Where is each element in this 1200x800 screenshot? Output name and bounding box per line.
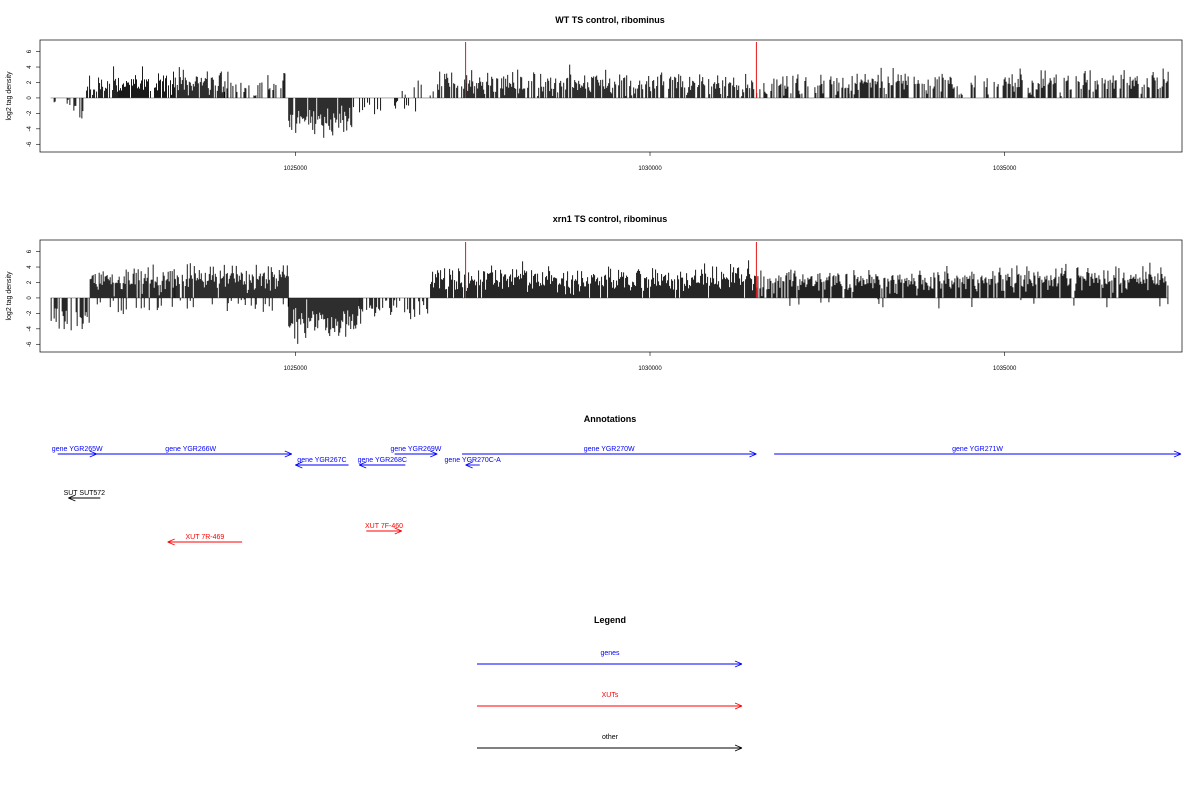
xrn1-track-frame: [39, 239, 1183, 353]
y-tick-label: 4: [27, 265, 33, 269]
y-tick-label: -2: [27, 310, 33, 316]
wt-y-axis: 6 4 2 0 -2 -4 -6: [27, 49, 40, 147]
x-tick-label: 1030000: [638, 366, 662, 372]
annotation-label: gene YGR269W: [391, 446, 442, 453]
xut-arrow: [167, 538, 243, 546]
x-tick-label: 1035000: [993, 166, 1017, 172]
y-tick-label: 4: [27, 65, 33, 69]
y-tick-label: 0: [27, 296, 33, 300]
wt-track-title: WT TS control, ribominus: [555, 15, 665, 25]
legend-panel: Legend genes XUTs other: [477, 615, 743, 752]
gene-arrow: [359, 461, 406, 469]
y-tick-label: 2: [27, 280, 33, 284]
y-tick-label: 0: [27, 96, 33, 100]
y-tick-label: 6: [27, 49, 33, 53]
y-tick-label: -4: [27, 126, 33, 132]
annotation-label: gene YGR271W: [952, 446, 1003, 453]
annotations-panel: Annotations gene YGR265W gene YGR266Wgene…: [52, 414, 1182, 546]
xrn1-y-axis: 6 4 2 0 -2 -4 -6: [27, 249, 40, 347]
annotation-label: gene YGR268C: [358, 457, 407, 464]
gene-arrow: [462, 450, 757, 458]
gene-arrow: [774, 450, 1182, 458]
y-tick-label: 2: [27, 80, 33, 84]
y-tick-label: -2: [27, 110, 33, 116]
other-arrow: [68, 494, 101, 502]
x-tick-label: 1025000: [284, 366, 308, 372]
y-tick-label: 6: [27, 249, 33, 253]
xrn1-bars: [50, 242, 1169, 344]
legend-label: XUTs: [602, 692, 619, 699]
wt-track-frame: [39, 39, 1183, 153]
annotations-title: Annotations: [584, 414, 637, 424]
wt-y-axis-label: log2 tag density: [6, 71, 13, 121]
xrn1-y-axis-label: log2 tag density: [6, 271, 13, 321]
gene-arrow: [89, 450, 292, 458]
gene-arrow: [465, 461, 480, 469]
y-tick-label: -4: [27, 326, 33, 332]
wt-x-axis: 1025000 1030000 1035000: [284, 152, 1017, 172]
annotation-label: gene YGR270W: [584, 446, 635, 453]
gene-arrow: [394, 450, 438, 458]
legend-gene-arrow: [477, 660, 743, 668]
xrn1-track-panel: xrn1 TS control, ribominus 6 4 2 0 -2 -4 -6 10…: [6, 214, 1183, 372]
annotation-label: SUT SUT572: [64, 490, 106, 497]
legend-label: genes: [600, 650, 620, 657]
annotation-label: XUT 7F-460: [365, 523, 403, 530]
wt-track-panel: WT TS control, ribominus 6 4 2 0 -2 -4 -6 1025…: [6, 15, 1183, 172]
legend-title: Legend: [594, 615, 626, 625]
x-tick-label: 1025000: [284, 166, 308, 172]
xut-arrow: [366, 527, 402, 535]
annotation-label: XUT 7R-469: [186, 534, 225, 541]
x-tick-label: 1035000: [993, 366, 1017, 372]
gene-arrow: [295, 461, 349, 469]
legend-other-arrow: [477, 744, 743, 752]
wt-bars: [50, 42, 1169, 138]
legend-label: other: [602, 734, 619, 741]
y-tick-label: -6: [27, 341, 33, 347]
legend-xut-arrow: [477, 702, 743, 710]
annotation-features: gene YGR265W gene YGR266W gene YGR267C gene…: [52, 446, 1182, 546]
x-tick-label: 1030000: [638, 166, 662, 172]
annotation-label: gene YGR267C: [297, 457, 346, 464]
annotation-label: gene YGR265W: [52, 446, 103, 453]
legend-items: genes XUTs other: [477, 650, 743, 752]
y-tick-label: -6: [27, 141, 33, 147]
annotation-label: gene YGR270C-A: [445, 457, 502, 464]
annotation-label: gene YGR266W: [165, 446, 216, 453]
xrn1-x-axis: 1025000 1030000 1035000: [284, 352, 1017, 372]
xrn1-track-title: xrn1 TS control, ribominus: [553, 214, 668, 224]
